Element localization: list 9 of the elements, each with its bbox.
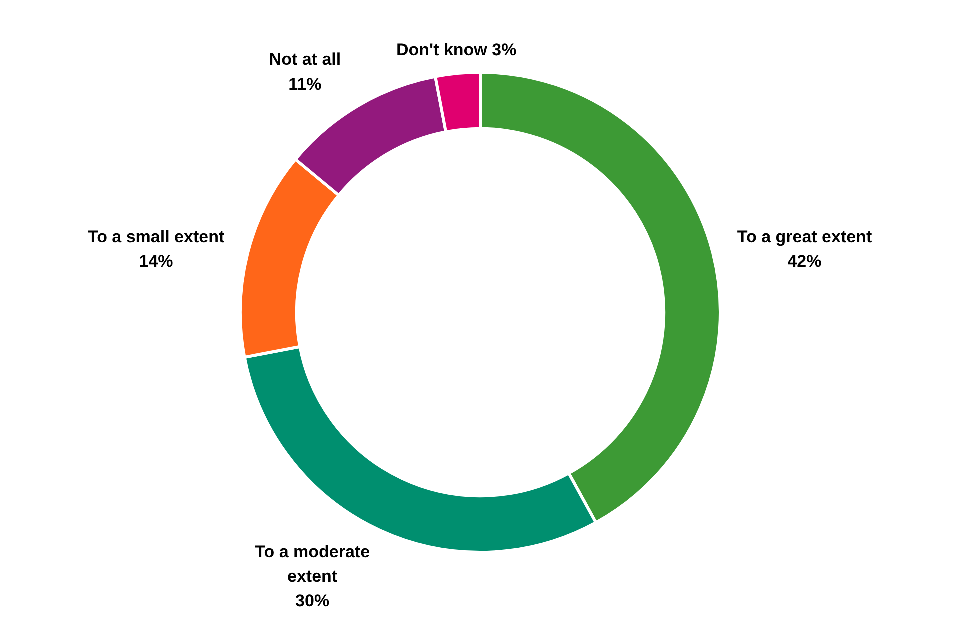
data-label: 30% xyxy=(296,592,330,611)
data-label: 11% xyxy=(288,74,322,94)
data-label: 14% xyxy=(139,252,174,272)
slice-label: Not at all xyxy=(269,50,342,70)
slice-label: To a moderate extent xyxy=(255,542,370,586)
slice-label: To a small extent xyxy=(88,227,225,246)
data-label: 42% xyxy=(788,252,822,272)
slice-label: Don't know 3% xyxy=(396,40,517,60)
slice-label: To a great extent xyxy=(737,227,872,246)
